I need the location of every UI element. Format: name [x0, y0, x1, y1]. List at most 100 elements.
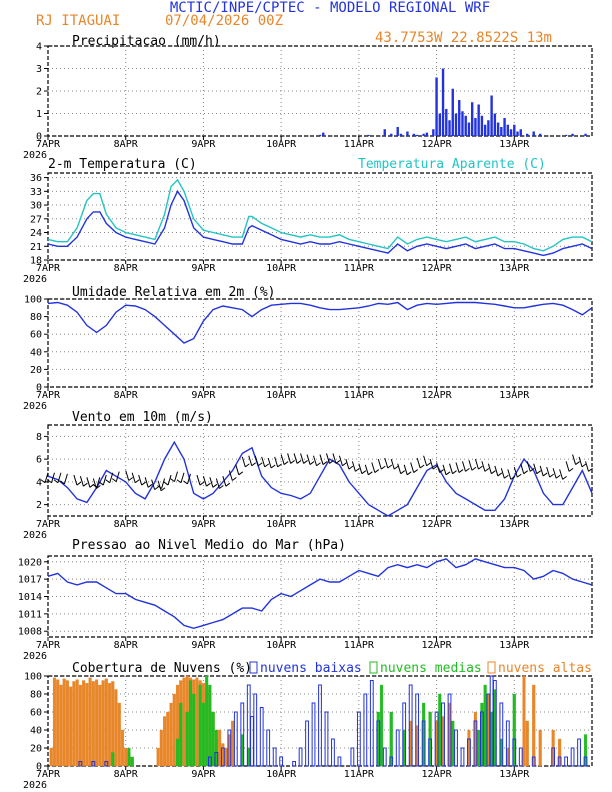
- legend-label: nuvens altas: [498, 661, 592, 676]
- x-tick-label: 10APR: [266, 519, 297, 530]
- x-tick-label: 13APR: [499, 390, 530, 401]
- y-tick-label: 3: [36, 64, 42, 75]
- cloud-bar-blue: [518, 747, 523, 767]
- cloud-bar-blue: [227, 729, 232, 767]
- cloud-bar-orange: [56, 679, 60, 767]
- wind-barb-flag: [393, 465, 399, 470]
- x-tick-label: 7APR: [36, 769, 61, 780]
- wind-barb-flag: [176, 479, 182, 484]
- wind-barb-flag: [277, 463, 282, 468]
- cloud-bar-green: [379, 684, 384, 767]
- y-tick-label: 60: [30, 708, 42, 719]
- y-tick-label: 30: [30, 201, 42, 212]
- precip-bar: [412, 133, 416, 136]
- wind-barb-flag: [335, 460, 341, 464]
- wind-barb: [513, 466, 518, 478]
- plot-frame: [47, 555, 593, 638]
- precip-bar: [454, 113, 458, 136]
- x-tick-label: 9APR: [191, 390, 216, 401]
- x-year-label: 2026: [23, 651, 47, 662]
- cloud-bar-orange: [52, 677, 57, 767]
- y-tick-label: 2: [36, 500, 42, 511]
- wind-barb: [125, 470, 130, 481]
- wind-barb: [474, 458, 479, 470]
- wind-barb: [235, 464, 240, 475]
- cloud-bar-blue: [259, 707, 264, 767]
- precip-bar: [441, 68, 445, 136]
- x-year-label: 2026: [23, 274, 47, 285]
- wind-barb-flag: [154, 486, 159, 491]
- cloud-bar-blue: [214, 752, 219, 767]
- cloud-bar-orange: [522, 675, 526, 767]
- wind-barb: [254, 455, 259, 466]
- cloud-bar-blue: [512, 738, 517, 767]
- cloud-bar-orange: [82, 680, 86, 767]
- cloud-bar-green: [205, 675, 209, 767]
- precip-bar: [318, 134, 322, 136]
- x-tick-label: 7APR: [36, 263, 61, 274]
- x-tick-label: 13APR: [499, 769, 530, 780]
- wind-barb-flag: [426, 462, 431, 467]
- x-tick-label: 11APR: [344, 263, 375, 274]
- panel-title: Vento em 10m (m/s): [72, 410, 213, 425]
- wind-barb-flag: [296, 460, 302, 464]
- wind-barb-flag: [471, 466, 477, 471]
- precip-bar: [474, 118, 477, 136]
- x-tick-label: 9APR: [191, 640, 216, 651]
- precip-bar: [322, 132, 325, 136]
- cloud-bar-blue: [415, 693, 420, 767]
- wind-barb-flag: [516, 473, 522, 478]
- y-tick-label: 8: [36, 432, 42, 443]
- cloud-bar-blue: [441, 702, 445, 767]
- wind-barb-flag: [588, 467, 593, 472]
- x-tick-label: 10APR: [266, 139, 297, 150]
- cloud-bar-blue: [266, 729, 271, 767]
- y-tick-label: 36: [30, 173, 42, 184]
- wind-barb: [500, 468, 505, 479]
- wind-barb-flag: [400, 470, 406, 475]
- cloud-bar-blue: [363, 693, 368, 767]
- x-tick-label: 12APR: [422, 769, 453, 780]
- wind-barb: [222, 476, 227, 487]
- legend-swatch: [249, 661, 258, 674]
- wind-barb: [131, 472, 136, 483]
- precip-bar: [396, 127, 399, 136]
- wind-barb-flag: [206, 482, 211, 487]
- wind-barb-flag: [458, 469, 464, 473]
- wind-barb-flag: [562, 475, 567, 480]
- precip-bar: [438, 113, 442, 136]
- precip-bar: [483, 124, 487, 136]
- y-tick-label: 100: [24, 672, 42, 683]
- y-tick-label: 1014: [18, 592, 42, 603]
- wind-barb-flag: [413, 469, 418, 473]
- cloud-bar-blue: [467, 738, 471, 767]
- wind-barb: [261, 456, 266, 467]
- wind-barb: [50, 472, 55, 483]
- cloud-bar-green: [175, 738, 180, 767]
- cloud-bar-orange: [98, 684, 102, 767]
- y-tick-label: 60: [30, 330, 42, 341]
- wind-barb: [180, 472, 185, 483]
- cloud-bar-blue: [331, 738, 335, 767]
- x-tick-label: 10APR: [266, 390, 297, 401]
- wind-barb: [468, 460, 473, 471]
- wind-barb: [585, 461, 590, 472]
- x-tick-label: 12APR: [422, 640, 453, 651]
- precip-bar: [477, 104, 480, 136]
- x-year-label: 2026: [23, 401, 47, 412]
- coordinates-label: 43.7753W 22.8522S 13m: [375, 30, 552, 46]
- wind-barb-flag: [128, 477, 134, 481]
- wind-barb-flag: [232, 477, 237, 481]
- x-tick-label: 9APR: [191, 263, 216, 274]
- cloud-bar-green: [130, 756, 134, 767]
- cloud-bar-orange: [117, 702, 121, 767]
- wind-barb: [196, 474, 201, 486]
- y-tick-label: 1: [36, 109, 42, 120]
- y-tick-label: 0: [36, 132, 42, 143]
- cloud-bar-blue: [208, 756, 212, 767]
- wind-barb: [533, 463, 538, 474]
- wind-barb: [167, 474, 172, 486]
- plot-frame: [47, 424, 593, 517]
- precip-bar: [500, 127, 503, 136]
- wind-barb: [436, 462, 441, 473]
